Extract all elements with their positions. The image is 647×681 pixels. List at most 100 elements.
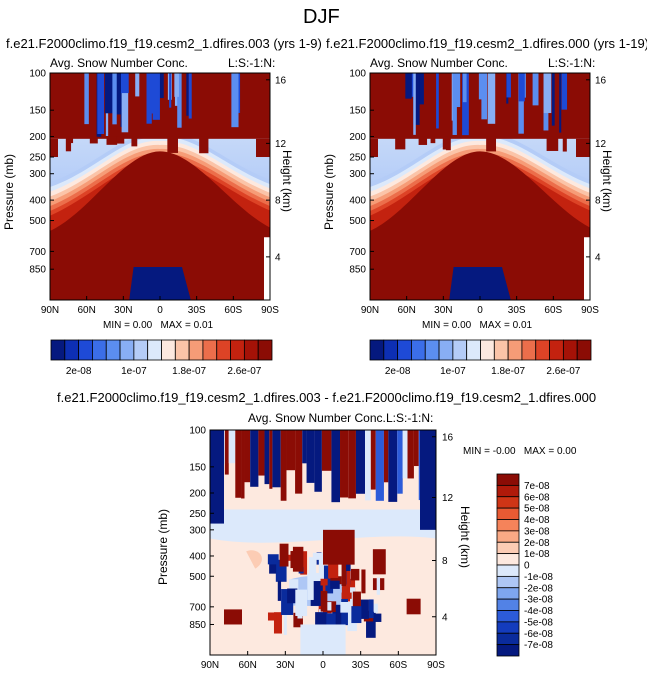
panel-c-upper-cell: [302, 430, 307, 464]
panel-c-surface-red: [406, 598, 421, 615]
panel-a-streak: [169, 73, 172, 108]
colorbar-b-swatch: [397, 339, 412, 361]
panel-b-ytick-label: 100: [349, 69, 366, 80]
panel-a-ytick-label: 850: [29, 265, 46, 276]
panel-b-drip: [546, 136, 559, 151]
panel-c-mix-cell: [376, 577, 381, 595]
panel-c-mix-cell: [335, 604, 346, 632]
panel-a-ytick-label: 150: [29, 106, 46, 117]
panel-a-streak: [116, 73, 124, 115]
panel-c-ytick-label: 200: [189, 488, 206, 499]
colorbar-diff-label: -7e-08: [524, 640, 553, 651]
panel-c-mix-cell: [351, 606, 362, 624]
panel-b-streak: [416, 73, 424, 105]
panel-c-mix-cell: [275, 559, 287, 582]
colorbar-b-label: 1.8e-07: [491, 366, 525, 377]
panel-c-center-block: [323, 529, 355, 565]
panel-b-drip: [562, 136, 567, 152]
panel-c-plot: 100 150 200 250 300 400 500 700 850 16 12 8 4 90N 60N 3…: [189, 426, 453, 672]
panel-b-drip: [395, 136, 406, 150]
season-title: DJF: [303, 6, 340, 28]
colorbar-diff-swatch: [496, 553, 520, 566]
colorbar-b-swatch: [493, 339, 509, 361]
panel-c-upper-cell: [370, 430, 376, 490]
colorbar-diff-label: -2e-08: [524, 583, 553, 594]
panel-b-core: [370, 151, 590, 300]
panel-b-edge-left: [370, 138, 378, 158]
colorbar-b-swatch: [507, 339, 523, 361]
panel-a-min-label: MIN =: [103, 320, 130, 331]
panel-b-drip: [442, 136, 448, 150]
panel-c-mix-cell: [279, 543, 289, 567]
panel-a-ytick-label: 700: [29, 247, 46, 258]
panel-a-edge-left: [50, 138, 58, 158]
panel-c-upper-cell: [286, 430, 296, 471]
panel-c-xtick-label: 60S: [389, 660, 407, 671]
panel-a-streak: [84, 73, 89, 125]
panel-c-upper-cell: [348, 430, 356, 499]
panel-c-upper-cell: [375, 430, 384, 501]
panel-a-surface-blob: [129, 267, 191, 300]
panel-b-streak: [561, 73, 568, 110]
panel-c-edge-navy: [210, 430, 224, 524]
panel-b-xtick-label: 60N: [397, 305, 415, 316]
panel-c-mix-cell: [350, 587, 356, 608]
colorbar-b-swatch: [438, 339, 454, 361]
panel-c-mix-cell: [267, 554, 279, 565]
panel-b-streak: [452, 73, 457, 135]
panel-a-level-tag: L:S:-1:N:: [228, 56, 276, 70]
panel-c-mix-cell: [308, 557, 317, 577]
panel-a-plot: 100 150 200 250 300 400 500 700 850 16 12 8 4 90N 60N 3…: [29, 69, 286, 317]
panel-c-mix-cell: [346, 570, 351, 591]
colorbar-diff-swatch: [496, 519, 520, 532]
panel-c-mix-cell: [310, 581, 323, 606]
panel-c-mix-cell: [361, 569, 366, 594]
colorbar-diff-label: 2e-08: [524, 538, 550, 549]
colorbar-b-swatch: [535, 339, 550, 361]
panel-a-streak: [112, 73, 117, 125]
panel-b-xtick-label: 90N: [361, 305, 379, 316]
panel-b-rtick-label: 16: [595, 75, 607, 86]
colorbar-diff-label: -6e-08: [524, 629, 553, 640]
panel-c-mix-cell: [341, 561, 347, 587]
panel-b-max-value: 0.01: [512, 320, 533, 331]
panel-b-surface-blob: [449, 267, 511, 300]
panel-c-mix-cell: [330, 580, 340, 589]
panel-c-rtick-label: 4: [442, 612, 448, 623]
colorbar-a-label: 2e-08: [66, 366, 92, 377]
colorbar-diff-swatch: [496, 644, 520, 657]
panel-b-streak: [518, 73, 525, 102]
colorbar-b-swatch: [424, 339, 440, 361]
panel-c-upper-cell: [306, 430, 315, 483]
colorbar-a-label: 1.8e-07: [172, 366, 206, 377]
panel-b-plot: 100 150 200 250 300 400 500 700 850 16 12 8 4 90N 60N 3…: [349, 69, 606, 317]
panel-a-rtick-label: 12: [275, 139, 287, 150]
panel-a-ytick-label: 400: [29, 196, 46, 207]
colorbar-b-swatch: [521, 339, 537, 361]
panel-b-ytick-label: 400: [349, 196, 366, 207]
panel-b-streak: [462, 73, 467, 103]
panel-b-drip: [418, 136, 428, 145]
colorbar-diff-swatch: [496, 507, 520, 520]
panel-b-streak: [405, 73, 412, 99]
panel-a-drip: [167, 136, 178, 153]
panel-b-drip: [486, 136, 497, 152]
colorbar-diff-label: -5e-08: [524, 617, 553, 628]
panel-b-rtick-label: 4: [595, 252, 601, 263]
panel-c-xtick-label: 90S: [427, 660, 445, 671]
panel-b-streak: [462, 73, 469, 136]
panel-b-xtick-label: 60S: [544, 305, 562, 316]
panel-c-mix-cell: [330, 576, 342, 585]
panel-b-streak: [506, 73, 511, 98]
panel-a-streak: [146, 73, 152, 124]
panel-a-xtick-label: 90N: [41, 305, 59, 316]
colorbar-a-swatch: [230, 339, 245, 361]
panel-a-xtick-label: 60N: [77, 305, 95, 316]
panel-c-upper-cell: [365, 430, 371, 501]
panel-b-streak: [551, 73, 555, 126]
panel-b-rtick-label: 12: [595, 139, 607, 150]
panel-b-streak: [413, 73, 416, 135]
panel-a-max-value: 0.01: [193, 320, 214, 331]
panel-c-ytick-label: 850: [189, 620, 206, 631]
panel-c-min-value: -0.00: [492, 446, 516, 457]
